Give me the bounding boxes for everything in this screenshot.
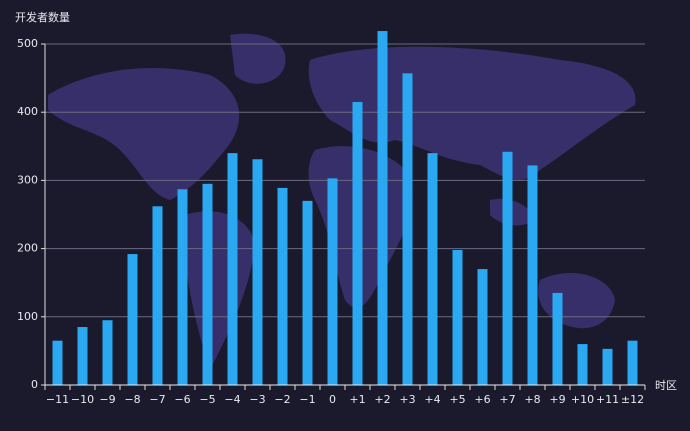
- x-tick-label: −9: [99, 393, 115, 406]
- x-tick-label: +5: [449, 393, 465, 406]
- x-tick-label: +7: [499, 393, 515, 406]
- y-tick-label: 200: [17, 242, 38, 255]
- x-tick-label: −2: [274, 393, 290, 406]
- x-tick-label: −6: [174, 393, 190, 406]
- x-tick-label: ±12: [621, 393, 644, 406]
- y-tick-label: 0: [31, 378, 38, 391]
- x-tick-label: +1: [349, 393, 365, 406]
- bar: [277, 187, 288, 385]
- x-tick-label: +4: [424, 393, 440, 406]
- bar: [427, 153, 438, 385]
- bar: [602, 348, 613, 385]
- x-tick-label: +9: [549, 393, 565, 406]
- bar: [327, 178, 338, 385]
- bar: [502, 151, 513, 385]
- x-axis-label: 时区: [655, 379, 677, 392]
- bar: [77, 327, 88, 385]
- bar: [202, 183, 213, 385]
- bar: [177, 189, 188, 385]
- x-tick-label: −4: [224, 393, 240, 406]
- x-tick-label: +3: [399, 393, 415, 406]
- x-tick-label: −1: [299, 393, 315, 406]
- x-tick-label: +8: [524, 393, 540, 406]
- x-tick-label: −11: [46, 393, 69, 406]
- bar: [352, 101, 363, 385]
- bar: [477, 269, 488, 385]
- y-tick-label: 400: [17, 105, 38, 118]
- x-tick-label: −3: [249, 393, 265, 406]
- bar: [627, 340, 638, 385]
- x-tick-label: +10: [571, 393, 594, 406]
- x-tick-label: +11: [596, 393, 619, 406]
- x-tick-label: −5: [199, 393, 215, 406]
- bar: [377, 31, 388, 386]
- y-tick-label: 500: [17, 37, 38, 50]
- x-tick-label: −7: [149, 393, 165, 406]
- bar: [302, 200, 313, 385]
- y-tick-label: 100: [17, 310, 38, 323]
- x-tick-label: 0: [329, 393, 336, 406]
- bar: [152, 206, 163, 385]
- bar: [452, 249, 463, 385]
- x-tick-label: −10: [71, 393, 94, 406]
- bar: [127, 254, 138, 385]
- bar: [252, 159, 263, 385]
- y-axis-label: 开发者数量: [15, 10, 70, 24]
- x-tick-label: +6: [474, 393, 490, 406]
- bar: [527, 165, 538, 385]
- bar: [52, 340, 63, 385]
- bar: [102, 320, 113, 385]
- bar: [577, 344, 588, 385]
- bar: [227, 153, 238, 385]
- x-tick-label: +2: [374, 393, 390, 406]
- bar: [402, 73, 413, 386]
- y-tick-label: 300: [17, 173, 38, 186]
- x-tick-label: −8: [124, 393, 140, 406]
- bar: [552, 292, 563, 385]
